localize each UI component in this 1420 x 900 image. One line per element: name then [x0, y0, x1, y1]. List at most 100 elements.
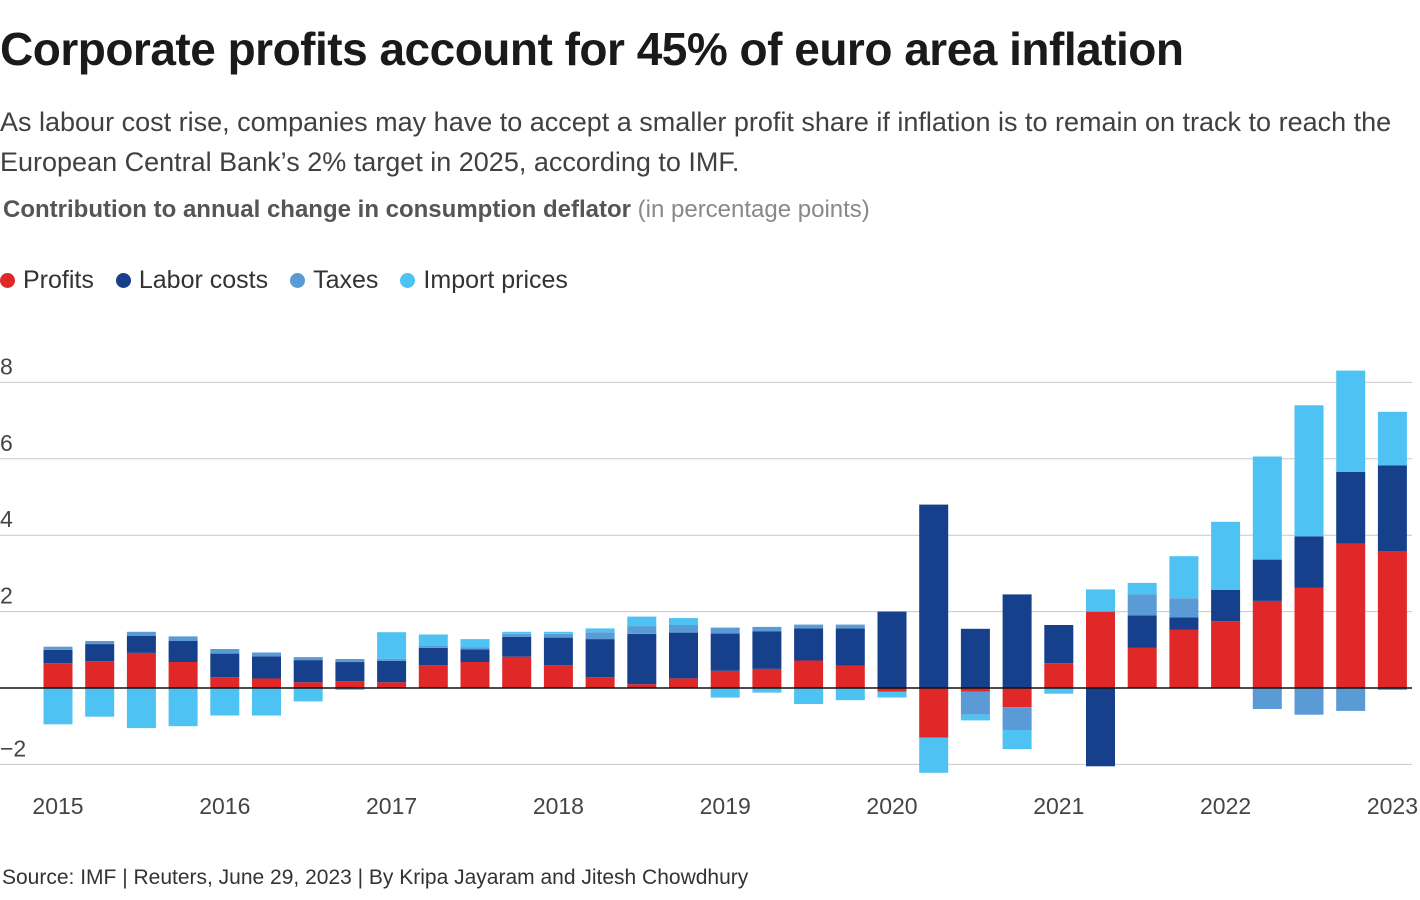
x-tick-label: 2015 — [32, 793, 83, 819]
bar-segment-import-prices — [835, 688, 865, 701]
bar-segment-profits — [835, 665, 865, 688]
bar-segment-taxes — [1294, 688, 1324, 715]
bar-segment-profits — [794, 660, 824, 688]
bar-segment-profits — [1336, 543, 1366, 688]
legend-item-labor-costs: Labor costs — [115, 266, 268, 295]
bar-segment-labor-costs — [585, 639, 615, 678]
legend-label-profits: Profits — [23, 266, 94, 294]
bar-segment-taxes — [1127, 594, 1157, 616]
legend-dot-import-prices — [400, 273, 416, 288]
bar-segment-labor-costs — [543, 637, 573, 666]
bar-segment-import-prices — [794, 688, 824, 704]
bar-segment-taxes — [293, 657, 323, 661]
chart-heading-unit: (in percentage points) — [637, 196, 870, 223]
bar-segment-labor-costs — [85, 644, 115, 662]
bar-segment-profits — [1211, 621, 1241, 688]
bar-segment-import-prices — [1002, 730, 1032, 750]
bar-segment-import-prices — [1211, 521, 1241, 590]
bar-segment-taxes — [126, 631, 156, 636]
bar-segment-profits — [126, 652, 156, 688]
bar-segment-taxes — [460, 647, 490, 650]
bar-segment-import-prices — [1044, 688, 1074, 694]
bar-segment-labor-costs — [1252, 559, 1282, 601]
bar-segment-import-prices — [1086, 589, 1115, 612]
bar-segment-taxes — [252, 652, 281, 657]
bar-segment-import-prices — [585, 628, 615, 633]
bar-segment-profits — [460, 662, 490, 688]
bar-segment-profits — [85, 661, 115, 688]
bar-segment-import-prices — [460, 639, 490, 648]
page-subtitle: As labour cost rise, companies may have … — [0, 107, 1392, 177]
bar-segment-import-prices — [960, 714, 990, 721]
bar-segment-import-prices — [543, 631, 573, 634]
bars — [43, 370, 1407, 773]
bar-segment-import-prices — [377, 632, 407, 659]
bar-segment-labor-costs — [669, 632, 698, 679]
bar-segment-import-prices — [627, 616, 657, 627]
y-tick-label: 2 — [0, 583, 13, 609]
bar-segment-labor-costs — [210, 653, 240, 678]
source-note: Source: IMF | Reuters, June 29, 2023 | B… — [2, 866, 749, 889]
bar-segment-labor-costs — [43, 649, 73, 664]
bar-segment-labor-costs — [1086, 688, 1115, 767]
bar-segment-import-prices — [1377, 411, 1407, 466]
bar-segment-labor-costs — [1127, 615, 1157, 648]
bar-segment-import-prices — [1294, 405, 1324, 537]
bar-segment-taxes — [1336, 688, 1366, 711]
bar-segment-profits — [627, 684, 657, 688]
bar-segment-import-prices — [126, 688, 156, 729]
bar-segment-import-prices — [502, 631, 532, 634]
bar-segment-profits — [418, 665, 448, 688]
bar-segment-taxes — [794, 624, 824, 629]
bar-segment-taxes — [168, 636, 198, 641]
bar-segment-import-prices — [85, 688, 115, 717]
x-tick-label: 2022 — [1200, 793, 1251, 819]
bar-segment-labor-costs — [752, 631, 782, 669]
legend-dot-labor-costs — [115, 273, 131, 288]
bar-segment-import-prices — [293, 688, 323, 702]
bar-segment-import-prices — [1336, 370, 1366, 472]
bar-segment-import-prices — [43, 688, 73, 725]
bar-segment-profits — [1169, 629, 1199, 688]
bar-segment-import-prices — [418, 634, 448, 646]
bar-segment-labor-costs — [794, 628, 824, 661]
axes: −2 2 4 6 8 2015 2016 2017 2018 2019 2020 2021 2022 20… — [0, 353, 1418, 819]
bar-segment-profits — [1002, 688, 1032, 708]
bar-segment-import-prices — [710, 688, 740, 698]
bar-segment-taxes — [43, 646, 73, 650]
stacked-bar-chart: −2 2 4 6 8 2015 2016 2017 2018 2019 2020 2021 2022 20… — [0, 353, 1418, 819]
y-tick-label: −2 — [0, 735, 26, 761]
bar-segment-labor-costs — [627, 633, 657, 685]
legend-item-import-prices: Import prices — [400, 266, 568, 295]
bar-segment-taxes — [960, 691, 990, 715]
bar-segment-labor-costs — [418, 647, 448, 666]
legend-label-taxes: Taxes — [313, 266, 379, 294]
bar-segment-taxes — [585, 632, 615, 640]
bar-segment-profits — [1252, 600, 1282, 688]
bar-segment-labor-costs — [460, 649, 490, 662]
chart-heading: Contribution to annual change in consump… — [3, 196, 870, 224]
bar-segment-profits — [43, 663, 73, 688]
bar-segment-labor-costs — [877, 611, 907, 688]
bar-segment-taxes — [1252, 688, 1282, 709]
y-tick-label: 8 — [0, 353, 13, 379]
bar-segment-profits — [877, 688, 907, 692]
bar-segment-labor-costs — [1211, 589, 1241, 622]
bar-segment-import-prices — [1169, 556, 1199, 599]
bar-segment-profits — [710, 670, 740, 688]
bar-segment-import-prices — [1252, 456, 1282, 560]
x-tick-label: 2016 — [199, 793, 250, 819]
bar-segment-profits — [335, 681, 365, 688]
bar-segment-import-prices — [210, 688, 240, 716]
x-tick-label: 2021 — [1033, 793, 1084, 819]
bar-segment-import-prices — [168, 688, 198, 727]
bar-segment-taxes — [669, 625, 698, 633]
bar-segment-profits — [210, 677, 240, 688]
bar-segment-import-prices — [335, 688, 365, 690]
bar-segment-labor-costs — [1377, 465, 1407, 552]
bar-segment-import-prices — [669, 618, 698, 625]
page-title: Corporate profits account for 45% of eur… — [0, 23, 1184, 75]
bar-segment-import-prices — [252, 688, 281, 716]
bar-segment-import-prices — [877, 691, 907, 698]
bar-segment-profits — [960, 688, 990, 692]
